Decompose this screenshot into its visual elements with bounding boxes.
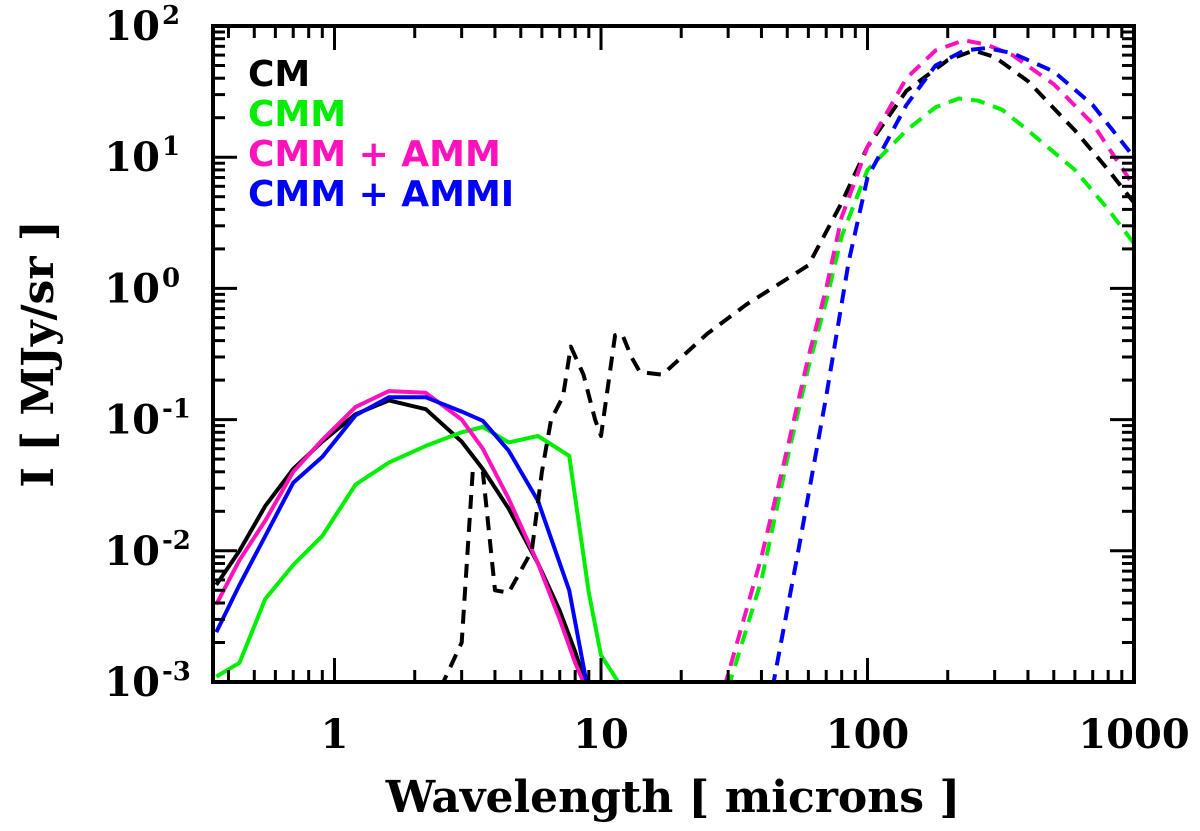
legend-item-1: CM xyxy=(248,54,310,95)
x-tick-label: 1000 xyxy=(1078,711,1189,758)
series-layer xyxy=(214,38,1134,682)
series-line-8 xyxy=(771,46,1134,682)
x-tick-label: 10 xyxy=(573,711,629,758)
series-line-5 xyxy=(441,48,1134,682)
x-tick-label: 1 xyxy=(321,711,349,758)
series-line-1 xyxy=(214,398,587,682)
series-line-3 xyxy=(214,389,586,682)
y-axis-label: I [ MJy/sr ] xyxy=(13,220,64,487)
series-line-7 xyxy=(723,38,1134,682)
ticks-layer xyxy=(213,24,1136,684)
y-tick-label: 10 xyxy=(104,3,160,50)
y-tick-exponent: 0 xyxy=(162,263,180,293)
series-line-4 xyxy=(214,395,589,682)
x-axis-label: Wavelength [ microns ] xyxy=(385,772,960,823)
y-tick-exponent: -1 xyxy=(162,395,191,425)
legend-item-2: CMM xyxy=(248,94,346,135)
y-tick-label: 10 xyxy=(104,265,160,312)
y-tick-exponent: -2 xyxy=(162,526,191,556)
y-tick-exponent: 2 xyxy=(162,1,180,31)
y-tick-exponent: 1 xyxy=(162,132,180,162)
y-tick-label: 10 xyxy=(104,397,160,444)
y-tick-label: 10 xyxy=(104,659,160,706)
x-tick-label: 100 xyxy=(826,711,910,758)
y-tick-exponent: -3 xyxy=(162,657,191,687)
series-line-2 xyxy=(215,424,621,682)
legend-item-4: CMM + AMMI xyxy=(248,174,514,215)
legend-item-3: CMM + AMM xyxy=(248,134,501,175)
y-tick-label: 10 xyxy=(104,134,160,181)
plot-frame xyxy=(211,24,1136,684)
y-tick-label: 10 xyxy=(104,528,160,575)
series-line-6 xyxy=(727,96,1134,682)
